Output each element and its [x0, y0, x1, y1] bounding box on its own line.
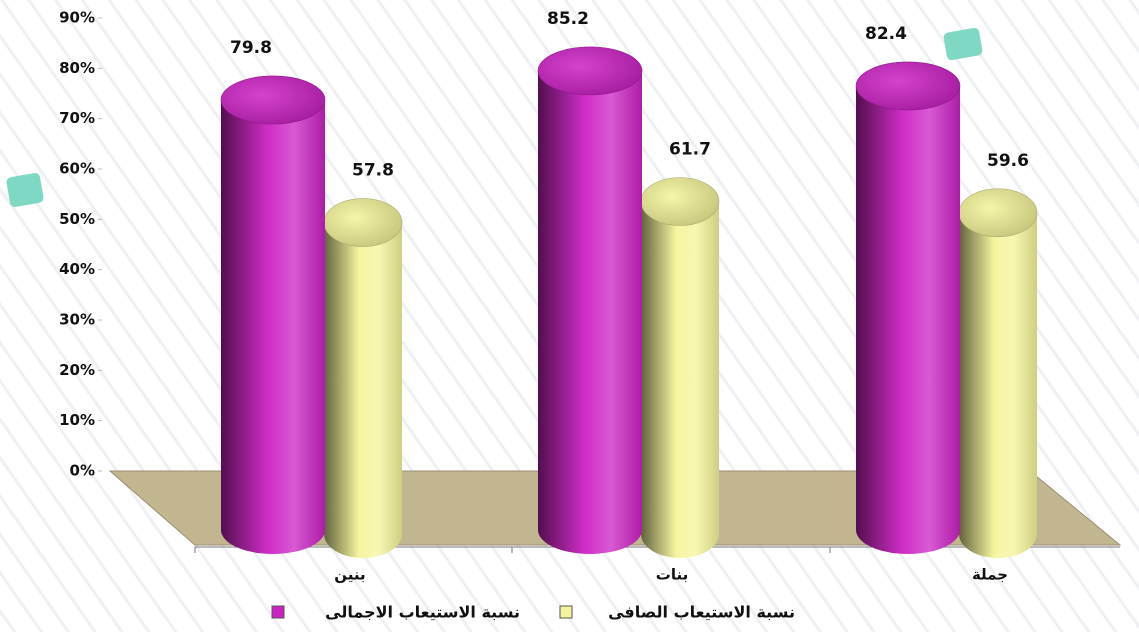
cylinder: [958, 188, 1038, 559]
data-label: 79.8: [230, 38, 272, 58]
legend-swatch: [271, 605, 285, 619]
decoration: [6, 173, 44, 207]
cylinder: [855, 61, 961, 554]
cylinder-body: [641, 201, 719, 558]
cylinder-body: [856, 85, 960, 554]
cylinder-top: [855, 61, 961, 111]
y-tick-label: 10%: [59, 411, 95, 429]
legend-label: نسبة الاستيعاب الاجمالى: [325, 603, 520, 622]
y-tick-label: 60%: [59, 160, 95, 178]
cylinder: [537, 46, 643, 554]
x-tick-label: بنات: [656, 566, 688, 584]
x-tick-label: بنين: [334, 566, 365, 584]
decoration: [943, 27, 983, 61]
cylinder-top: [958, 188, 1038, 238]
cylinder-body: [959, 212, 1037, 559]
y-tick-label: 90%: [59, 9, 95, 27]
legend-swatch: [559, 605, 573, 619]
cylinder-top: [640, 177, 720, 226]
cylinder-body: [221, 99, 325, 554]
data-label: 85.2: [547, 9, 589, 29]
cylinder-top: [537, 46, 643, 96]
data-label: 82.4: [865, 24, 907, 44]
y-tick-label: 30%: [59, 311, 95, 329]
cylinder-body: [324, 222, 402, 558]
y-tick-label: 70%: [59, 109, 95, 127]
cylinder: [323, 198, 403, 558]
cylinder: [640, 177, 720, 558]
y-tick-label: 0%: [70, 462, 95, 480]
cylinder-top: [323, 198, 403, 247]
data-label: 61.7: [669, 140, 711, 160]
y-tick-label: 80%: [59, 59, 95, 77]
x-tick-label: جملة: [972, 566, 1008, 584]
data-label: 57.8: [352, 161, 394, 181]
legend-label: نسبة الاستيعاب الصافى: [608, 603, 795, 622]
y-tick-label: 40%: [59, 260, 95, 278]
cylinder: [220, 75, 326, 554]
data-label: 59.6: [987, 151, 1029, 171]
y-tick-label: 50%: [59, 210, 95, 228]
y-tick-label: 20%: [59, 361, 95, 379]
cylinder-body: [538, 70, 642, 554]
cylinder-top: [220, 75, 326, 125]
